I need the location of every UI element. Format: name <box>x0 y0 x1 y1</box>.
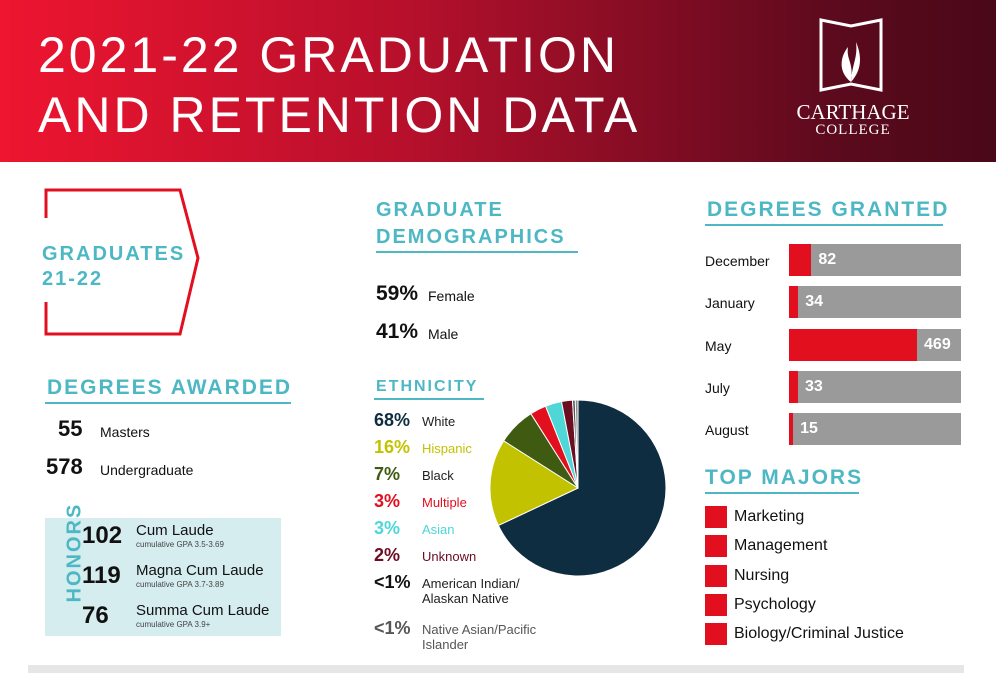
note: cumulative GPA 3.9+ <box>136 620 211 629</box>
ethnicity-value: 3% <box>374 518 401 538</box>
major-icon <box>705 506 727 528</box>
ethnicity-value: <1% <box>374 572 411 592</box>
title-rule <box>705 224 943 226</box>
section-title: 21-22 <box>42 268 104 290</box>
count: 76 <box>82 602 109 629</box>
graduates-frame <box>44 188 200 336</box>
ethnicity-pie <box>489 399 667 577</box>
logo-text: CARTHAGE <box>796 100 910 124</box>
ethnicity-value: 2% <box>374 545 401 565</box>
major-name: Biology/Criminal Justice <box>734 625 904 643</box>
major-name: Marketing <box>734 508 805 525</box>
major-icon <box>705 593 727 616</box>
ethnicity-name: Asian <box>422 522 455 537</box>
label: Magna Cum Laude <box>136 562 264 579</box>
ethnicity-value: 3% <box>374 491 401 511</box>
label: Cum Laude <box>136 522 214 539</box>
bar-track <box>789 244 961 276</box>
bar <box>789 244 812 276</box>
ethnicity-name: Black <box>422 468 454 483</box>
page-title: AND RETENTION DATA <box>38 87 641 143</box>
note: cumulative GPA 3.5-3.69 <box>136 540 224 549</box>
label: Summa Cum Laude <box>136 602 270 619</box>
header-band <box>0 0 996 162</box>
section-title: DEGREES AWARDED <box>47 376 293 399</box>
ethnicity-name: Hispanic <box>422 441 472 456</box>
count: 55 <box>58 416 83 441</box>
ethnicity-name: American Indian/ Alaskan Native <box>422 576 520 606</box>
title-rule <box>376 251 578 253</box>
bar <box>789 371 798 403</box>
percent: 41% <box>376 320 419 343</box>
pie-slice <box>489 440 580 527</box>
value-label: 15 <box>800 420 818 437</box>
pie-slice <box>574 399 579 489</box>
label: Male <box>428 326 459 342</box>
label: Female <box>428 288 475 304</box>
section-title: ETHNICITY <box>376 378 479 395</box>
footer-band <box>28 665 964 673</box>
section-title: TOP MAJORS <box>705 466 864 489</box>
bar <box>789 413 794 445</box>
ethnicity-name: White <box>422 414 456 429</box>
section-title: GRADUATE <box>376 199 504 221</box>
major-icon <box>705 564 727 587</box>
major-name: Psychology <box>734 595 816 613</box>
value-label: 469 <box>924 336 951 353</box>
ethnicity-name: Unknown <box>422 549 477 564</box>
category-label: August <box>705 422 749 438</box>
ethnicity-value: 16% <box>374 437 411 457</box>
major-name: Management <box>734 537 828 555</box>
pie-slice <box>497 399 667 577</box>
title-rule <box>374 398 484 400</box>
category-label: May <box>705 338 732 354</box>
bar-track <box>789 413 961 445</box>
bar <box>789 286 799 318</box>
ethnicity-value: 7% <box>374 464 401 484</box>
ethnicity-name: Multiple <box>422 495 467 510</box>
major-icon <box>705 535 727 558</box>
title-rule <box>45 402 291 404</box>
value-label: 33 <box>805 378 823 395</box>
title-rule <box>705 492 859 494</box>
percent: 59% <box>376 282 419 305</box>
ethnicity-value: 68% <box>374 410 411 430</box>
logo-mark <box>819 18 883 92</box>
ethnicity-name: Native Asian/Pacific Islander <box>422 622 537 652</box>
major-name: Nursing <box>734 566 790 584</box>
note: cumulative GPA 3.7-3.89 <box>136 580 224 589</box>
bar-track <box>789 371 961 403</box>
page-title: 2021-22 GRADUATION <box>38 27 620 83</box>
major-icon <box>705 623 727 646</box>
bar <box>789 329 918 361</box>
count: 578 <box>46 454 83 479</box>
section-title: DEMOGRAPHICS <box>376 226 566 248</box>
count: 102 <box>82 522 123 549</box>
category-label: December <box>705 253 770 269</box>
section-title: GRADUATES <box>42 243 186 265</box>
section-title: DEGREES GRANTED <box>707 198 950 221</box>
bar-track <box>789 286 961 318</box>
label: Undergraduate <box>100 462 194 478</box>
honors-box <box>45 518 281 636</box>
value-label: 82 <box>818 251 837 268</box>
ethnicity-value: <1% <box>374 618 411 638</box>
category-label: January <box>705 295 755 311</box>
category-label: July <box>705 380 730 396</box>
count: 119 <box>82 562 121 589</box>
label: Masters <box>100 424 150 440</box>
logo-text: COLLEGE <box>815 122 891 138</box>
value-label: 34 <box>805 293 824 310</box>
